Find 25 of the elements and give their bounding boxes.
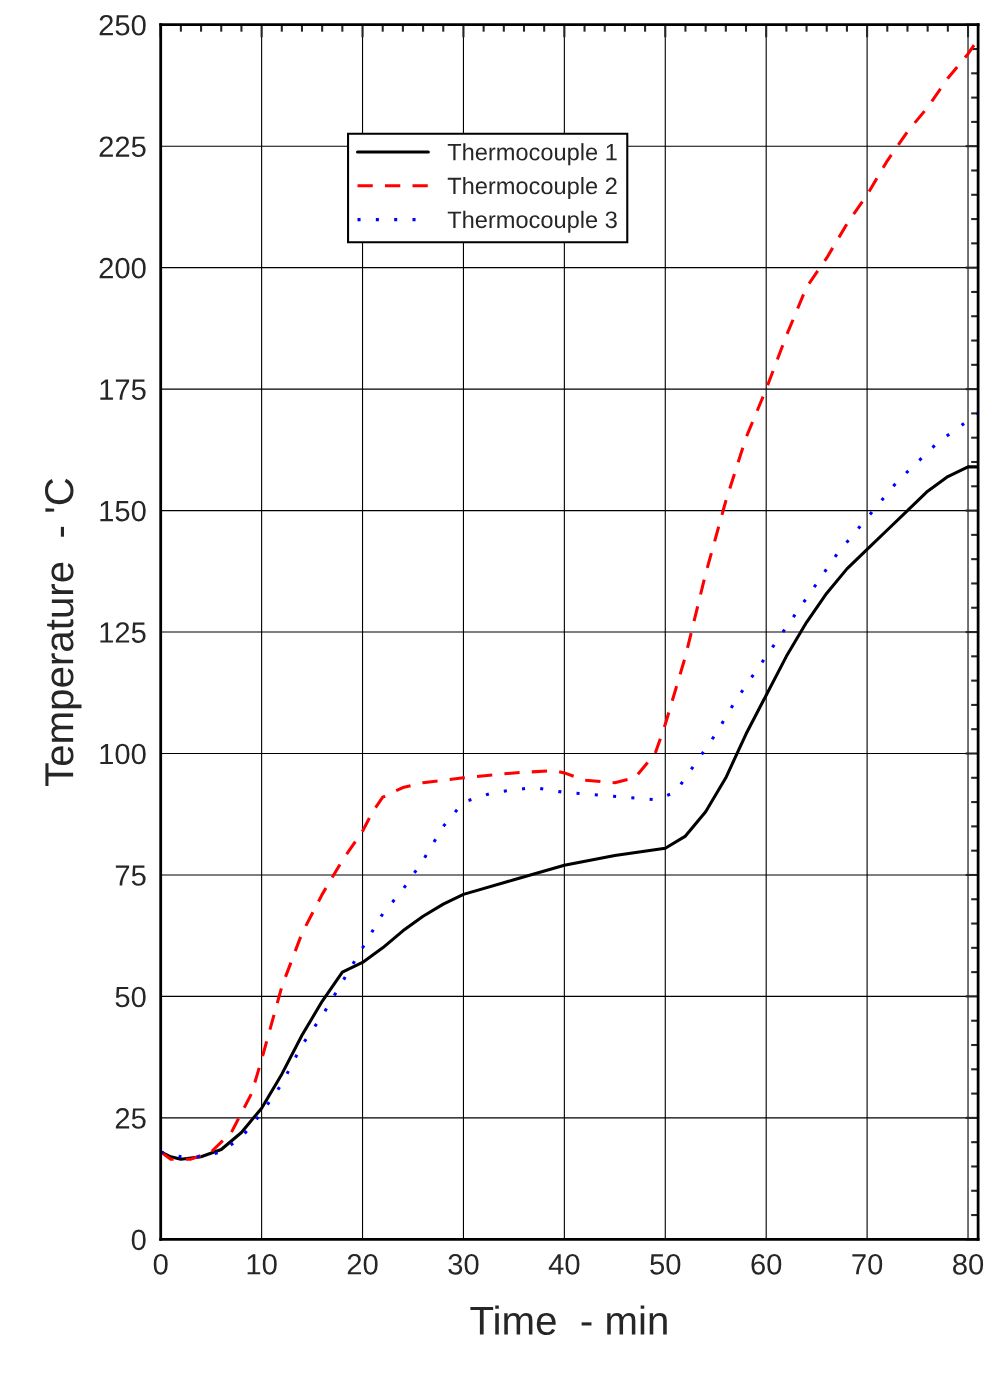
x-tick-label: 60 bbox=[751, 1254, 782, 1275]
x-tick-label: 40 bbox=[548, 1254, 580, 1275]
y-tick-label: 200 bbox=[99, 257, 146, 279]
y-tick-label: 150 bbox=[100, 500, 146, 522]
x-tick-label: 10 bbox=[247, 1254, 277, 1275]
x-tick-label: 30 bbox=[448, 1254, 479, 1275]
y-tick-label: 225 bbox=[99, 136, 146, 158]
legend-label: Thermocouple 3 bbox=[447, 210, 617, 233]
y-axis-title: Temperature - 'C bbox=[45, 478, 82, 787]
x-tick-label: 80 bbox=[953, 1254, 984, 1275]
y-tick-label: 0 bbox=[131, 1229, 146, 1251]
x-tick-label: 70 bbox=[852, 1254, 883, 1275]
y-tick-label: 75 bbox=[115, 865, 146, 886]
y-tick-label: 25 bbox=[115, 1108, 146, 1129]
x-axis-title: Time - min bbox=[470, 1305, 667, 1336]
y-tick-label: 50 bbox=[115, 986, 146, 1008]
legend-label: Thermocouple 2 bbox=[447, 176, 617, 199]
y-tick-label: 175 bbox=[100, 379, 146, 400]
x-tick-label: 50 bbox=[650, 1254, 681, 1275]
y-tick-label: 100 bbox=[100, 743, 146, 765]
x-tick-label: 0 bbox=[153, 1254, 168, 1275]
y-tick-label: 125 bbox=[100, 622, 146, 643]
legend-label: Thermocouple 1 bbox=[447, 143, 617, 166]
x-tick-label: 20 bbox=[347, 1254, 378, 1275]
y-tick-label: 250 bbox=[99, 14, 146, 36]
